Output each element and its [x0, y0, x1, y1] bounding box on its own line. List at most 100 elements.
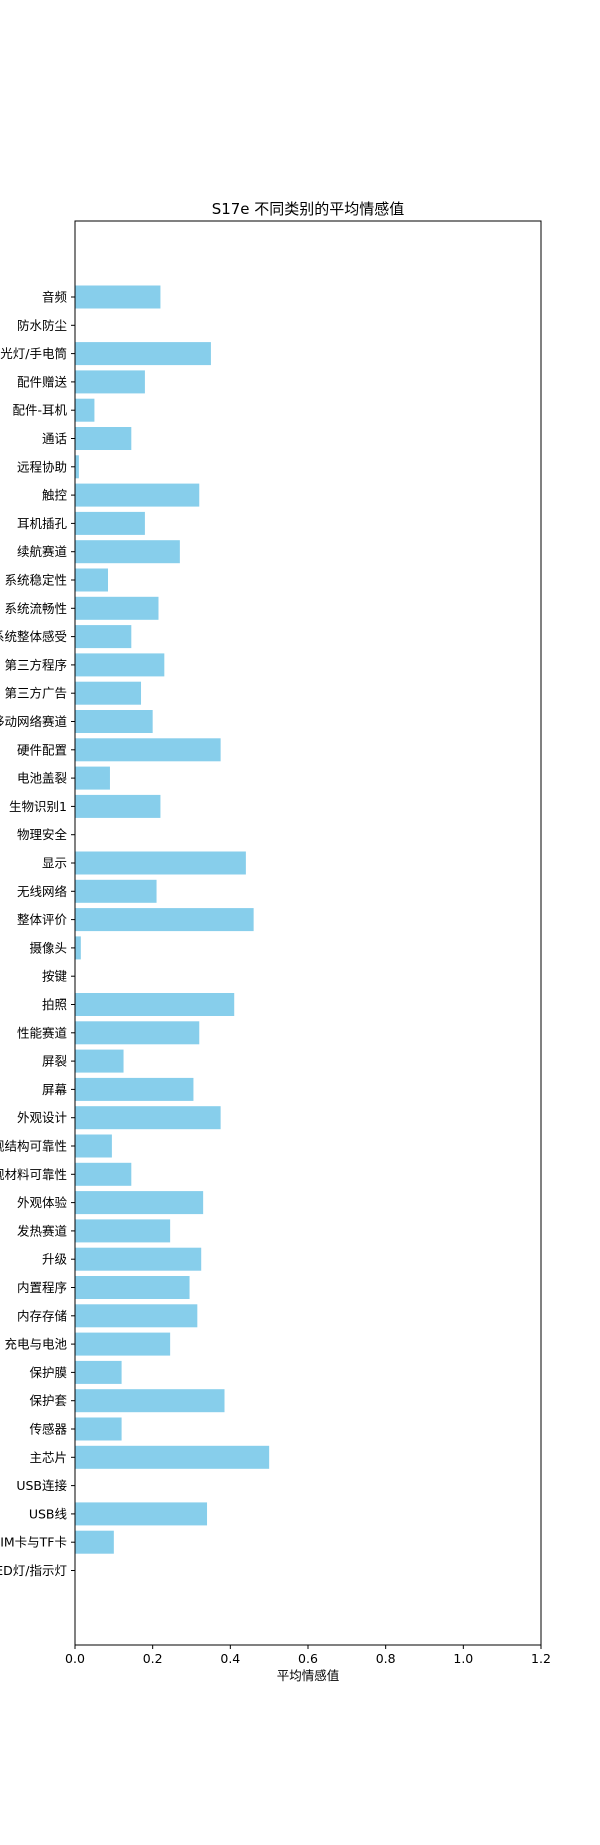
bar [75, 681, 142, 705]
y-tick-label: 硬件配置 [17, 742, 67, 757]
y-tick-label: 屏裂 [42, 1054, 67, 1069]
bar [75, 1502, 208, 1526]
y-tick-label: 生物识别1 [9, 799, 67, 814]
y-tick-label: 无线网络 [17, 884, 68, 899]
bars-group [75, 285, 270, 1554]
y-tick-label: USB连接 [16, 1478, 67, 1493]
y-tick-label: 摄像头 [29, 940, 67, 955]
y-tick-label: 保护套 [29, 1393, 67, 1408]
x-tick-label: 0.8 [376, 1651, 396, 1666]
x-tick-label: 0.2 [143, 1651, 163, 1666]
y-tick-label: 耳机插孔 [17, 516, 68, 531]
chart-title: S17e 不同类别的平均情感值 [212, 200, 405, 218]
y-tick-label: LED灯/指示灯 [0, 1563, 67, 1578]
x-tick-label: 1.0 [453, 1651, 473, 1666]
y-tick-label: 充电与电池 [4, 1337, 67, 1352]
bar [75, 1276, 190, 1299]
y-tick-label: 闪光灯/手电筒 [0, 346, 67, 361]
y-tick-label: 远程协助 [17, 459, 67, 474]
bar [75, 1247, 202, 1271]
bar [75, 540, 180, 564]
y-tick-label: 显示 [42, 856, 67, 871]
x-tick-label: 1.2 [531, 1651, 551, 1666]
y-tick-label: 传感器 [29, 1422, 67, 1437]
bar [75, 653, 165, 677]
bar [75, 993, 235, 1016]
y-tick-label: 升级 [42, 1252, 68, 1267]
bar [75, 738, 221, 762]
y-tick-label: 移动网络赛道 [0, 714, 67, 729]
bar [75, 511, 145, 535]
bar [75, 766, 110, 790]
y-tick-label: 音频 [42, 290, 68, 305]
bar [75, 1360, 122, 1384]
bar [75, 370, 145, 394]
y-tick-label: 内置程序 [17, 1280, 67, 1295]
y-tick-label: 整体评价 [17, 912, 68, 927]
y-tick-label: 电池盖裂 [17, 771, 67, 786]
y-tick-label: 物理安全 [17, 827, 68, 842]
bar [75, 879, 157, 903]
y-tick-label: 保护膜 [29, 1365, 67, 1380]
bar [75, 1134, 112, 1158]
y-tick-label: 屏幕 [42, 1082, 68, 1097]
bar [75, 342, 211, 366]
bar [75, 1417, 122, 1441]
y-tick-label: 系统流畅性 [4, 601, 67, 616]
y-tick-label: 系统稳定性 [4, 573, 67, 588]
y-tick-label: 系统整体感受 [0, 629, 67, 644]
bar [75, 1021, 200, 1045]
bar [75, 568, 109, 592]
y-tick-label: 外观材料可靠性 [0, 1167, 67, 1182]
x-axis-label: 平均情感值 [277, 1668, 340, 1683]
y-tick-label: 续航赛道 [17, 544, 68, 559]
y-tick-label: SIM卡与TF卡 [0, 1535, 67, 1550]
y-tick-label: 发热赛道 [17, 1223, 68, 1238]
bar [75, 710, 153, 733]
y-tick-label: 外观设计 [17, 1110, 67, 1125]
bar [75, 625, 132, 649]
bar [75, 1389, 225, 1413]
bar [75, 455, 79, 479]
bar [75, 1530, 114, 1554]
y-tick-labels: 音频防水防尘闪光灯/手电筒配件赠送配件-耳机通话远程协助触控耳机插孔续航赛道系统… [0, 290, 75, 1578]
bar [75, 1191, 204, 1215]
bar [75, 936, 81, 960]
y-tick-label: USB线 [29, 1506, 68, 1521]
bar [75, 427, 132, 450]
bar [75, 794, 161, 818]
y-tick-label: 配件赠送 [17, 374, 68, 389]
y-tick-label: 触控 [42, 488, 68, 503]
y-tick-label: 主芯片 [29, 1450, 67, 1465]
y-tick-label: 第三方程序 [4, 657, 67, 672]
y-tick-label: 拍照 [42, 997, 67, 1012]
bar [75, 596, 159, 620]
y-tick-label: 通话 [42, 431, 67, 446]
bar [75, 1445, 270, 1469]
bar [75, 1332, 171, 1356]
bar [75, 398, 95, 422]
y-tick-label: 性能赛道 [17, 1025, 68, 1040]
y-tick-label: 防水防尘 [17, 318, 67, 333]
bar [75, 1304, 198, 1328]
y-tick-label: 内存存储 [17, 1308, 67, 1323]
bar [75, 1106, 221, 1130]
bar [75, 483, 200, 507]
plot-frame [74, 220, 542, 1646]
x-tick-label: 0.0 [65, 1651, 85, 1666]
y-tick-label: 按键 [42, 969, 68, 984]
bar [75, 1219, 171, 1243]
x-tick-label: 0.4 [220, 1651, 240, 1666]
y-tick-label: 配件-耳机 [12, 403, 67, 418]
bar [75, 1077, 194, 1101]
x-tick-label: 0.6 [298, 1651, 318, 1666]
bar [75, 908, 254, 932]
bar [75, 285, 161, 309]
bar [75, 1049, 124, 1073]
x-ticks: 0.0 0.2 0.4 0.6 0.8 1.0 1.2 [65, 1645, 551, 1666]
bar [75, 851, 246, 875]
y-tick-label: 外观结构可靠性 [0, 1139, 67, 1154]
y-tick-label: 第三方广告 [4, 686, 67, 701]
